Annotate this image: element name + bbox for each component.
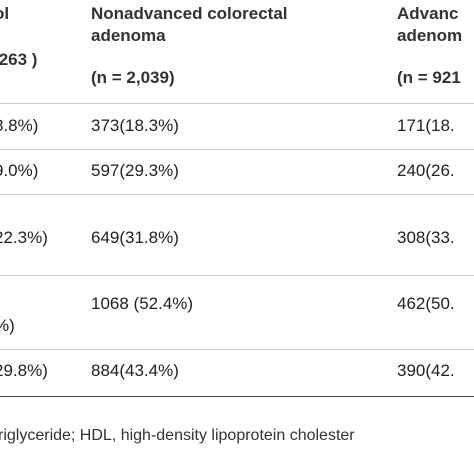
row3-col3-cell: 308(33. [397, 228, 455, 247]
header-divider [0, 103, 474, 104]
row2-col2-cell: 597(29.3%) [91, 161, 179, 180]
row1-col2-cell: 373(18.3%) [91, 116, 179, 135]
row-divider [0, 349, 474, 350]
header-col3-title-line2: adenom [397, 26, 463, 45]
row3-col1-cell: 22.3%) [0, 228, 48, 247]
row-divider [0, 194, 474, 195]
header-col3-title-line1: Advanc [397, 4, 459, 23]
header-col2-title-line1: Nonadvanced colorectal [91, 4, 288, 23]
table-bottom-rule [0, 396, 474, 397]
row4-col3-cell: 462(50. [397, 294, 455, 313]
row-divider [0, 275, 474, 276]
row1-col3-cell: 171(18. [397, 116, 455, 135]
row2-col3-cell: 240(26. [397, 161, 455, 180]
row5-col3-cell: 390(42. [397, 361, 455, 380]
row5-col2-cell: 884(43.4%) [91, 361, 179, 380]
row1-col1-cell: 8.8%) [0, 116, 39, 135]
row-divider [0, 149, 474, 150]
row4-col2-cell: 1068 (52.4%) [91, 294, 194, 313]
row4-col1-cell: %) [0, 316, 15, 335]
table-footnote: riglyceride; HDL, high-density lipoprote… [0, 427, 355, 444]
header-col3-n: (n = 921 [397, 68, 461, 87]
header-col2-title-line2: adenoma [91, 26, 166, 45]
row5-col1-cell: 29.8%) [0, 361, 48, 380]
header-col1-n: ,263 ) [0, 50, 38, 69]
row3-col2-cell: 649(31.8%) [91, 228, 179, 247]
header-col2-n: (n = 2,039) [91, 68, 175, 87]
row2-col1-cell: 9.0%) [0, 161, 39, 180]
header-col1-title: ol [0, 4, 10, 23]
